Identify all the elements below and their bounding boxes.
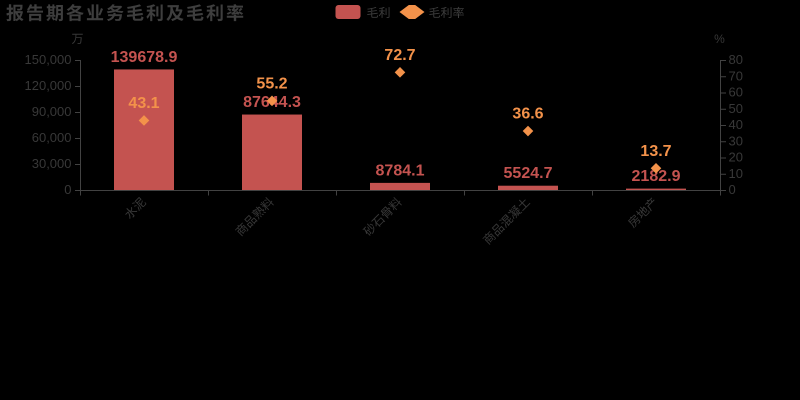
svg-text:30,000: 30,000	[32, 156, 72, 171]
svg-text:10: 10	[729, 166, 743, 181]
svg-text:80: 80	[729, 52, 743, 67]
svg-text:8784.1: 8784.1	[376, 162, 425, 179]
svg-text:50: 50	[729, 101, 743, 116]
svg-text:%: %	[714, 32, 725, 46]
svg-text:120,000: 120,000	[25, 78, 72, 93]
svg-text:139678.9: 139678.9	[111, 49, 178, 66]
svg-text:5524.7: 5524.7	[504, 165, 553, 182]
svg-text:2182.9: 2182.9	[632, 168, 681, 185]
svg-text:0: 0	[729, 182, 736, 197]
svg-text:30: 30	[729, 133, 743, 148]
svg-text:60: 60	[729, 85, 743, 100]
svg-text:70: 70	[729, 68, 743, 83]
svg-text:72.7: 72.7	[384, 47, 415, 64]
svg-text:150,000: 150,000	[25, 52, 72, 67]
svg-text:13.7: 13.7	[640, 143, 671, 160]
svg-text:0: 0	[64, 182, 71, 197]
svg-text:55.2: 55.2	[256, 75, 287, 92]
svg-text:60,000: 60,000	[32, 130, 72, 145]
svg-text:43.1: 43.1	[128, 95, 159, 112]
svg-text:20: 20	[729, 150, 743, 165]
svg-text:90,000: 90,000	[32, 104, 72, 119]
svg-text:40: 40	[729, 117, 743, 132]
svg-text:36.6: 36.6	[512, 106, 543, 123]
